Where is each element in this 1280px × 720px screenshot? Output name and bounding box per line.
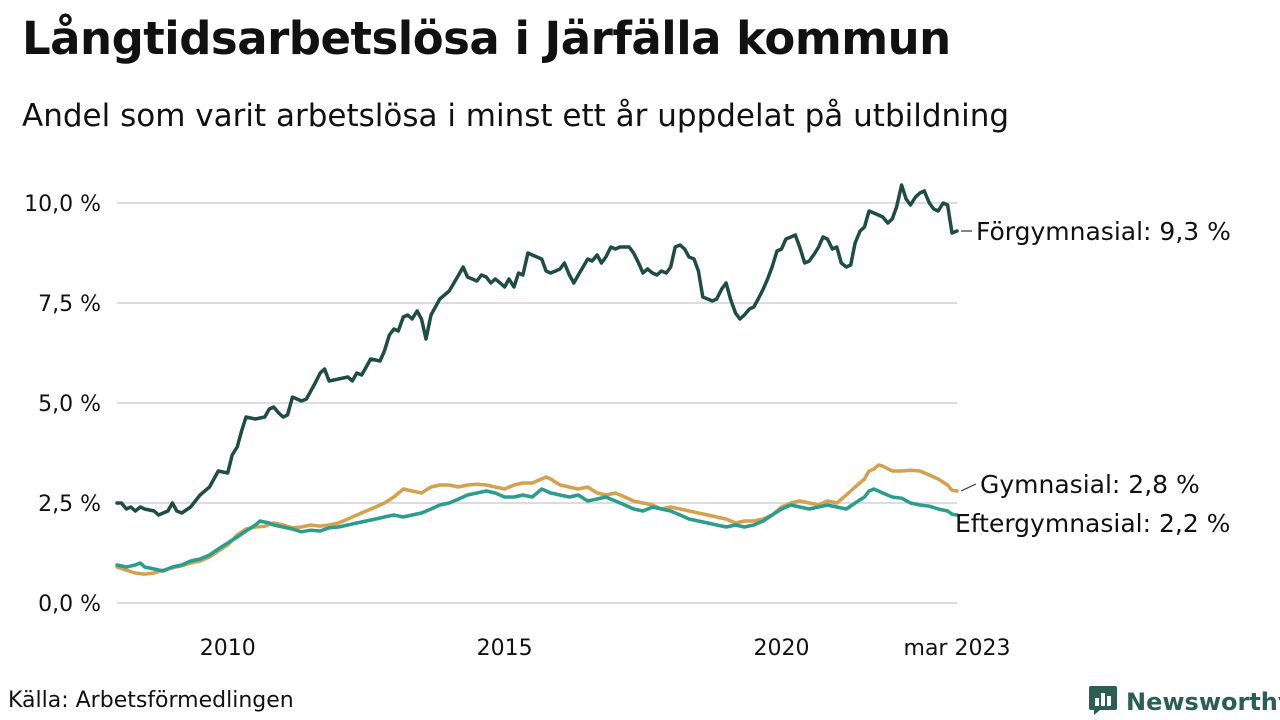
label-leader-line — [960, 483, 977, 492]
y-tick-label: 0,0 % — [38, 592, 101, 617]
x-tick-label: 2020 — [753, 636, 809, 661]
brand-logo: Newsworthy — [1088, 684, 1280, 720]
y-tick-label: 2,5 % — [38, 492, 101, 517]
x-axis-tick-labels: 2010 2015 2020 mar 2023 — [200, 636, 1011, 661]
x-tick-label: 2015 — [477, 636, 533, 661]
gridlines — [117, 202, 957, 604]
x-tick-label: 2010 — [200, 636, 256, 661]
series-line-eftergymnasial — [115, 487, 959, 573]
series-end-labels: Förgymnasial: 9,3 % Gymnasial: 2,8 % Efter… — [955, 217, 1231, 538]
y-axis-tick-labels: 0,0 % 2,5 % 5,0 % 7,5 % 10,0 % — [24, 192, 101, 617]
page-title: Långtidsarbetslösa i Järfälla kommun — [22, 12, 951, 65]
series-line-förgymnasial — [115, 183, 959, 517]
source-note: Källa: Arbetsförmedlingen — [8, 688, 294, 713]
series-lines — [115, 183, 959, 576]
y-tick-label: 7,5 % — [38, 292, 101, 317]
x-tick-label: mar 2023 — [904, 636, 1011, 661]
y-tick-label: 5,0 % — [38, 392, 101, 417]
y-tick-label: 10,0 % — [24, 192, 101, 217]
series-end-label: Gymnasial: 2,8 % — [980, 470, 1200, 499]
bar-chart-speech-bubble-icon — [1088, 684, 1118, 720]
series-line-gymnasial — [115, 463, 959, 576]
series-end-label: Eftergymnasial: 2,2 % — [955, 509, 1230, 538]
brand-name: Newsworthy — [1126, 688, 1280, 716]
series-end-label: Förgymnasial: 9,3 % — [976, 217, 1231, 246]
page-subtitle: Andel som varit arbetslösa i minst ett å… — [22, 98, 1010, 134]
